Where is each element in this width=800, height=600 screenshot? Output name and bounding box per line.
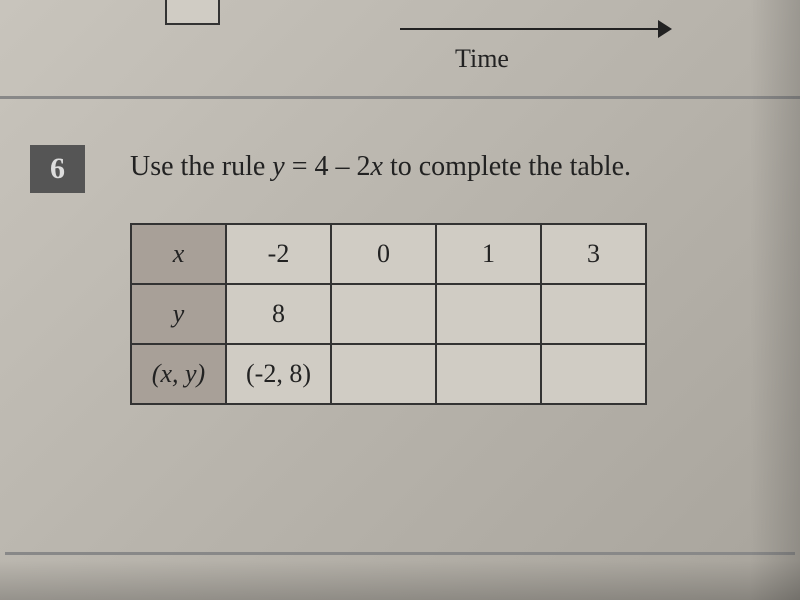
cell-x-0: -2 [226, 224, 331, 284]
instruction-prefix: Use the rule [130, 151, 272, 182]
equation-y: y [272, 151, 284, 182]
cell-x-3: 3 [541, 224, 646, 284]
question-instruction: Use the rule y = 4 – 2x to complete the … [130, 151, 631, 183]
cell-pair-2[interactable] [436, 344, 541, 404]
question-number-box: 6 [30, 145, 85, 193]
table-row-pair: (x, y) (-2, 8) [131, 344, 646, 404]
previous-question-fragment: Time [0, 0, 800, 95]
section-divider [0, 96, 800, 99]
shadow-right [750, 0, 800, 600]
row-header-x: x [131, 224, 226, 284]
xy-table: x -2 0 1 3 y 8 (x, y) (-2, 8) [130, 223, 647, 405]
cell-y-3[interactable] [541, 284, 646, 344]
time-axis-arrow [400, 18, 680, 48]
cell-pair-1[interactable] [331, 344, 436, 404]
time-axis-label: Time [455, 44, 509, 74]
table-row-y: y 8 [131, 284, 646, 344]
equation-x: x [371, 151, 383, 182]
cell-x-2: 1 [436, 224, 541, 284]
cell-y-0: 8 [226, 284, 331, 344]
cell-pair-3[interactable] [541, 344, 646, 404]
row-header-pair: (x, y) [131, 344, 226, 404]
cell-y-1[interactable] [331, 284, 436, 344]
instruction-suffix: to complete the table. [383, 151, 631, 182]
cell-y-2[interactable] [436, 284, 541, 344]
question-number: 6 [50, 152, 65, 186]
bottom-divider [5, 552, 795, 555]
box-fragment [165, 0, 220, 25]
cell-pair-0: (-2, 8) [226, 344, 331, 404]
cell-x-1: 0 [331, 224, 436, 284]
table-row-x: x -2 0 1 3 [131, 224, 646, 284]
shadow-bottom [0, 560, 800, 600]
row-header-y: y [131, 284, 226, 344]
equation-mid: = 4 – 2 [285, 151, 371, 182]
